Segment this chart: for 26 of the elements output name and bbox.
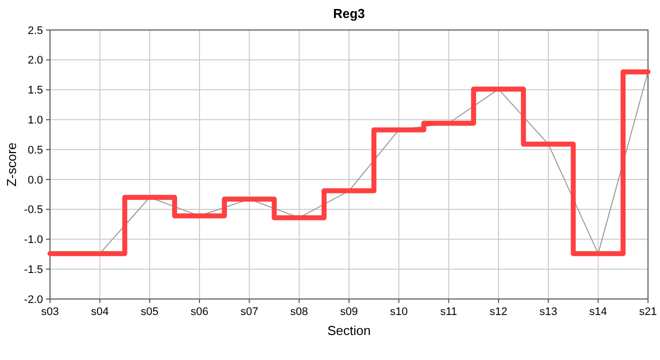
x-tick-label: s11: [440, 306, 458, 318]
x-tick-label: s03: [41, 306, 59, 318]
y-tick-label: -2.0: [24, 294, 43, 306]
y-tick-label: 0.5: [28, 144, 43, 156]
x-axis-title: Section: [327, 323, 371, 338]
x-tick-label: s12: [490, 306, 508, 318]
x-tick-label: s14: [589, 306, 608, 318]
x-tick-label: s08: [290, 306, 308, 318]
x-tick-label: s09: [340, 306, 358, 318]
x-tick-label: s04: [90, 306, 109, 318]
y-tick-label: -1.0: [24, 234, 43, 246]
x-tick-label: s05: [140, 306, 159, 318]
y-tick-label: 1.0: [28, 114, 43, 127]
y-tick-label: 2.5: [28, 24, 43, 37]
x-tick-label: s06: [190, 306, 208, 318]
chart-title: Reg3: [333, 6, 365, 21]
x-tick-label: s07: [240, 306, 258, 318]
x-tick-label: s21: [639, 306, 657, 318]
y-tick-label: 2.0: [28, 54, 43, 67]
y-tick-label: -0.5: [24, 204, 43, 216]
x-tick-label: s10: [390, 306, 408, 318]
y-axis-title: Z-score: [4, 142, 19, 187]
y-tick-label: 0.0: [28, 174, 43, 186]
y-tick-label: 1.5: [28, 84, 43, 97]
y-tick-label: -1.5: [24, 264, 43, 276]
x-tick-label: s13: [539, 306, 558, 318]
